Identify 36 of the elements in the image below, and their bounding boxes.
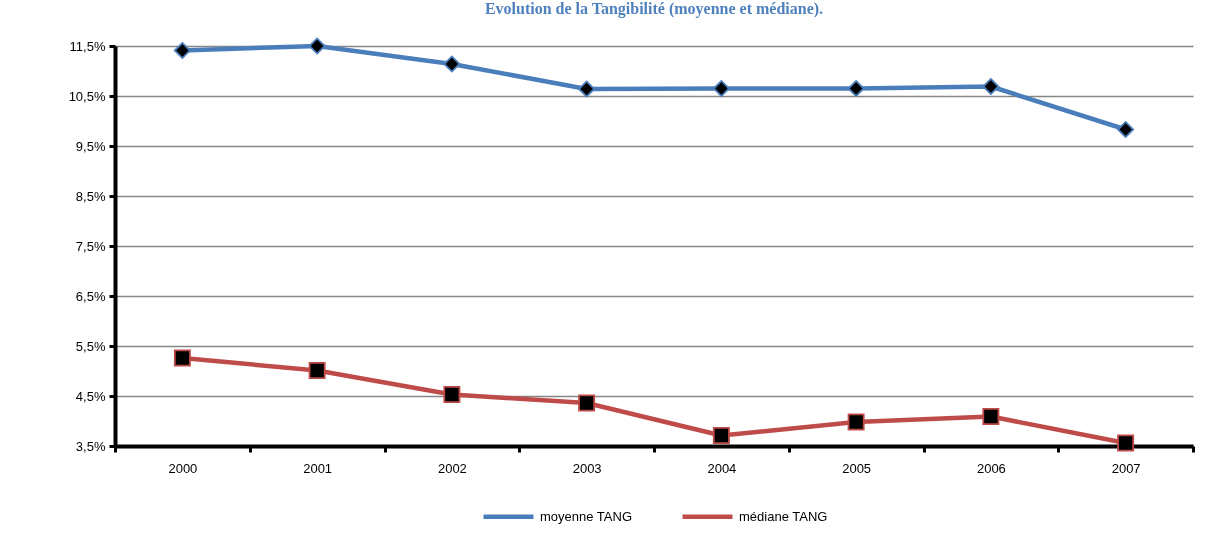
y-tick-label: 8,5% — [75, 188, 106, 204]
point — [982, 78, 1000, 95]
x-tick-label: 2005 — [842, 460, 872, 476]
x-tick-label: 2000 — [168, 460, 198, 476]
point — [443, 55, 461, 73]
point — [847, 413, 865, 431]
point — [712, 427, 730, 444]
y-tick-label: 3,5% — [75, 438, 106, 454]
legend-label: moyenne TANG — [540, 508, 633, 524]
point — [712, 80, 730, 97]
x-tick-label: 2001 — [303, 460, 333, 476]
x-tick-label: 2004 — [707, 460, 737, 476]
legend-label: médiane TANG — [739, 508, 828, 524]
point — [578, 394, 596, 412]
x-tick-label: 2002 — [437, 460, 467, 476]
x-tick-label: 2003 — [572, 460, 602, 476]
point — [308, 37, 326, 55]
point — [443, 386, 461, 403]
chart-title: Evolution de la Tangibilité (moyenne et médiane). — [484, 0, 824, 18]
point — [578, 80, 596, 98]
point — [308, 362, 326, 379]
y-tick-label: 5,5% — [75, 338, 106, 354]
x-tick-label: 2006 — [976, 460, 1006, 476]
y-tick-label: 10,5% — [68, 88, 106, 104]
point — [1117, 121, 1135, 138]
point — [847, 80, 865, 97]
x-tick-label: 2007 — [1111, 460, 1141, 476]
point — [173, 349, 191, 367]
point — [982, 408, 1000, 425]
y-tick-label: 9,5% — [75, 138, 106, 154]
point — [1117, 434, 1135, 452]
y-tick-label: 6,5% — [75, 288, 106, 304]
y-tick-label: 11,5% — [69, 38, 106, 54]
point — [173, 42, 191, 59]
y-tick-label: 4,5% — [75, 388, 106, 404]
y-tick-label: 7,5% — [75, 238, 106, 254]
